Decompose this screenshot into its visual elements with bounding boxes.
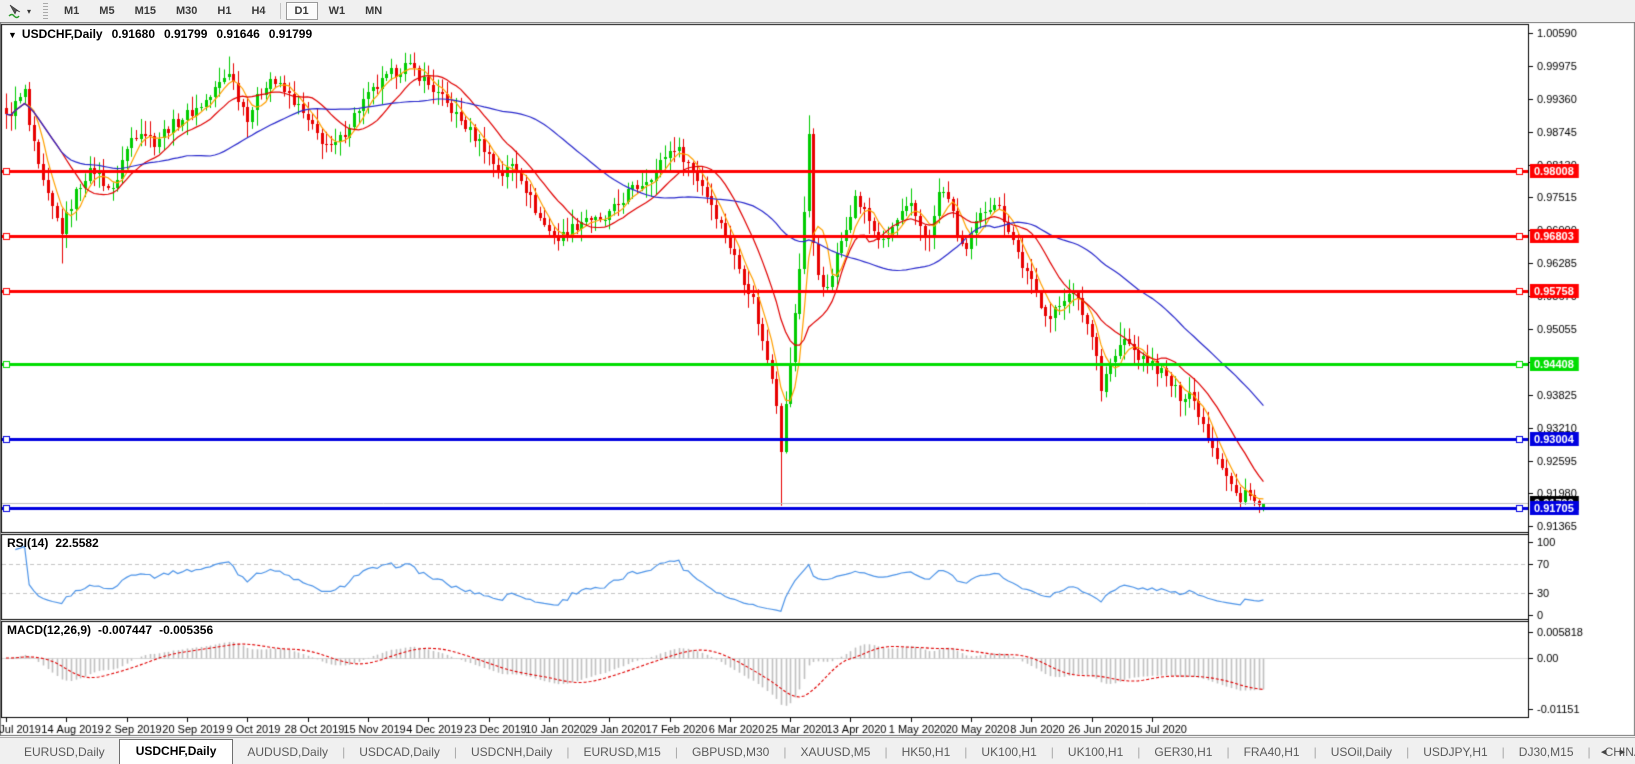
macd-main-value: -0.007447: [98, 623, 153, 637]
draw-cursor-icon: [8, 4, 21, 18]
tab-separator: |: [1226, 745, 1230, 759]
toolbar-separator: [279, 3, 281, 19]
macd-indicator-label: MACD(12,26,9) -0.007447 -0.005356: [7, 623, 213, 637]
tab-usdjpy-h1[interactable]: USDJPY,H1: [1423, 745, 1488, 759]
chart-symbol-label: USDCHF,Daily: [21, 27, 103, 41]
tab-eurusd-daily[interactable]: EURUSD,Daily: [24, 745, 105, 759]
tab-scroll-nav: ◂ ▸: [1591, 745, 1625, 758]
tab-uk100-h1[interactable]: UK100,H1: [981, 745, 1037, 759]
ohlc-close: 0.91799: [268, 27, 313, 41]
tab-ger30-h1[interactable]: GER30,H1: [1154, 745, 1213, 759]
timeframe-button-h1[interactable]: H1: [217, 5, 232, 17]
draw-cursor-tool-button[interactable]: ▾: [4, 3, 35, 20]
top-toolbar: ▾ M1 M5 M15 M30 H1 H4 D1 W1 MN: [0, 0, 1635, 23]
macd-signal-value: -0.005356: [159, 623, 214, 637]
timeframe-button-m15[interactable]: M15: [134, 5, 156, 17]
chevron-down-icon: ▾: [27, 6, 32, 16]
tab-scroll-right-icon[interactable]: ▸: [1619, 746, 1625, 758]
ohlc-open: 0.91680: [111, 27, 155, 41]
tab-uk100-h1[interactable]: UK100,H1: [1067, 745, 1124, 759]
tab-separator: |: [1587, 745, 1591, 759]
tab-separator: |: [1050, 745, 1054, 759]
tab-separator: |: [566, 745, 570, 759]
timeframe-button-w1[interactable]: W1: [328, 5, 346, 17]
tab-scroll-left-icon[interactable]: ◂: [1600, 746, 1607, 758]
chart-window: ▼ USDCHF,Daily 0.91680 0.91799 0.91646 0.9179…: [0, 22, 1635, 736]
tab-gbpusd-m30[interactable]: GBPUSD,M30: [691, 745, 770, 759]
ohlc-high: 0.91799: [164, 27, 208, 41]
tab-usdchf-daily[interactable]: USDCHF,Daily: [118, 739, 234, 764]
timeframe-button-m1[interactable]: M1: [64, 5, 80, 17]
ohlc-low: 0.91646: [216, 27, 260, 41]
macd-name: MACD(12,26,9): [7, 623, 92, 637]
timeframe-button-h4[interactable]: H4: [251, 5, 266, 17]
tab-dj30-m15[interactable]: DJ30,M15: [1518, 745, 1574, 759]
tab-xauusd-m5[interactable]: XAUUSD,M5: [800, 745, 871, 759]
collapse-triangle-icon[interactable]: ▼: [8, 30, 17, 40]
tab-separator: |: [884, 745, 888, 759]
tab-separator: |: [1406, 745, 1410, 759]
price-chart-canvas[interactable]: [0, 22, 1635, 736]
rsi-value: 22.5582: [55, 536, 99, 550]
tab-separator: |: [674, 745, 678, 759]
tab-separator: |: [1501, 745, 1505, 759]
timeframe-button-m30[interactable]: M30: [175, 5, 198, 17]
tab-audusd-daily[interactable]: AUDUSD,Daily: [247, 745, 329, 759]
rsi-name: RSI(14): [7, 536, 49, 550]
tab-separator: |: [964, 745, 968, 759]
timeframe-button-mn[interactable]: MN: [365, 5, 383, 17]
tab-separator: |: [342, 745, 346, 759]
timeframe-button-m5[interactable]: M5: [99, 5, 115, 17]
tab-usdcad-daily[interactable]: USDCAD,Daily: [359, 745, 440, 759]
chart-tab-bar: EURUSD,Daily USDCHF,Daily AUDUSD,Daily | USD…: [0, 737, 1635, 764]
tab-usdcnh-daily[interactable]: USDCNH,Daily: [471, 745, 553, 759]
tab-china300-h4[interactable]: CHINA300,H4: [1604, 745, 1635, 759]
rsi-indicator-label: RSI(14) 22.5582: [7, 536, 99, 550]
tab-fra40-h1[interactable]: FRA40,H1: [1243, 745, 1300, 759]
toolbar-grip-handle[interactable]: [43, 3, 49, 19]
tab-usoil-daily[interactable]: USOil,Daily: [1330, 745, 1393, 759]
tab-separator: |: [783, 745, 787, 759]
timeframe-button-d1[interactable]: D1: [285, 2, 318, 20]
tab-separator: |: [1313, 745, 1317, 759]
tab-hk50-h1[interactable]: HK50,H1: [901, 745, 951, 759]
tab-separator: |: [1137, 745, 1141, 759]
tab-eurusd-m15[interactable]: EURUSD,M15: [583, 745, 661, 759]
chart-title: ▼ USDCHF,Daily 0.91680 0.91799 0.91646 0.9179…: [8, 27, 312, 41]
tab-separator: |: [453, 745, 457, 759]
